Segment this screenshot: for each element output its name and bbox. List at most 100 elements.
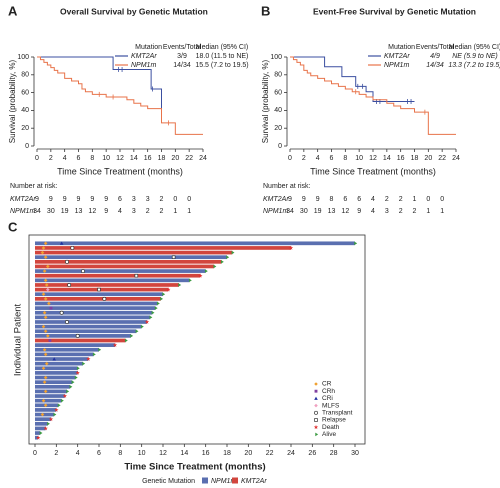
at-risk-count: 13	[75, 208, 83, 215]
bar	[35, 426, 46, 431]
marker	[314, 382, 318, 386]
legend-label: MLFS	[322, 402, 340, 409]
marker	[92, 352, 96, 357]
marker	[42, 347, 47, 352]
x-tick-label: 16	[144, 155, 152, 162]
marker	[53, 412, 57, 417]
at-risk-count: 2	[413, 208, 417, 215]
at-risk-count: 4	[371, 196, 375, 203]
marker	[59, 241, 64, 245]
legend-events: 3/9	[177, 53, 187, 60]
at-risk-count: 9	[316, 196, 320, 203]
at-risk-count: 8	[330, 196, 334, 203]
bar	[35, 283, 179, 287]
chart-title: Event-Free Survival by Genetic Mutation	[313, 6, 476, 16]
bar	[35, 394, 65, 398]
at-risk-count: 3	[385, 208, 389, 215]
at-risk-count: 2	[160, 196, 164, 203]
bar	[35, 361, 83, 366]
marker	[231, 250, 235, 255]
legend-label: Death	[322, 424, 340, 431]
marker	[188, 278, 192, 283]
marker	[98, 347, 102, 352]
marker	[43, 255, 48, 259]
bar	[35, 278, 190, 283]
marker	[134, 273, 139, 278]
bar	[35, 380, 73, 385]
at-risk-count: 3	[132, 196, 136, 203]
marker	[43, 315, 48, 320]
legend-header: Mutation	[135, 44, 162, 51]
bar	[35, 352, 94, 357]
legend-label: Transplant	[322, 410, 353, 417]
bar	[35, 384, 71, 389]
marker	[60, 398, 64, 403]
at-risk-count: 12	[88, 208, 96, 215]
bar	[35, 246, 291, 250]
at-risk-count: 0	[173, 196, 177, 203]
marker	[67, 282, 72, 287]
x-tick-label: 0	[288, 155, 292, 162]
at-risk-count: 0	[440, 196, 444, 203]
at-risk-count: 2	[385, 196, 389, 203]
bar	[35, 273, 201, 278]
at-risk-count: 34	[286, 208, 294, 215]
bar	[35, 324, 142, 329]
marker	[82, 361, 86, 366]
marker	[314, 410, 318, 415]
at-risk-count: 1	[173, 208, 177, 215]
x-tick-label: 10	[138, 450, 146, 457]
at-risk-count: 9	[288, 196, 292, 203]
at-risk-count: 0	[426, 196, 430, 203]
y-tick-label: 80	[21, 72, 29, 79]
marker	[39, 431, 43, 435]
legend-label: Alive	[322, 431, 336, 438]
legend-events: 4/9	[430, 53, 440, 60]
marker	[43, 375, 48, 380]
marker	[74, 375, 78, 380]
bar	[35, 269, 206, 273]
legend-median: NE (5.9 to NE)	[452, 53, 498, 60]
marker	[52, 357, 56, 361]
marker	[112, 342, 118, 348]
marker	[35, 435, 41, 440]
plot-frame	[28, 234, 366, 445]
at-risk-count: 9	[357, 208, 361, 215]
at-risk-count: 2	[399, 208, 403, 215]
y-tick-label: 80	[274, 72, 282, 79]
marker	[70, 245, 75, 250]
marker	[213, 264, 217, 269]
at-risk-count: 1	[440, 208, 444, 215]
marker	[46, 264, 50, 269]
y-tick-label: 100	[270, 54, 282, 61]
panel-label: C	[8, 219, 18, 234]
legend-header: Events/Total	[163, 44, 202, 51]
x-tick-label: 18	[158, 155, 166, 162]
legend-label: KMT2Ar	[384, 53, 410, 60]
y-tick-label: 20	[274, 125, 282, 132]
at-risk-count: 9	[35, 196, 39, 203]
bar	[35, 412, 55, 417]
bar	[35, 315, 151, 320]
marker	[314, 396, 318, 400]
legend-label: CRh	[322, 388, 335, 395]
marker	[171, 255, 176, 259]
x-tick-label: 8	[343, 155, 347, 162]
marker	[47, 422, 50, 426]
legend-header: Mutation	[388, 44, 415, 51]
x-tick-label: 22	[185, 155, 193, 162]
survival-curve	[37, 56, 162, 118]
marker	[75, 333, 80, 338]
bar	[35, 250, 233, 255]
at-risk-count: 34	[33, 208, 41, 215]
at-risk-name: NPM1m	[263, 208, 288, 215]
marker	[314, 389, 318, 393]
at-risk-count: 6	[357, 196, 361, 203]
y-tick-label: 100	[17, 54, 29, 61]
y-axis-label: Survival (probability, %)	[8, 59, 17, 143]
marker	[140, 324, 144, 329]
bar	[35, 241, 355, 246]
at-risk-name: NPM1m	[10, 208, 35, 215]
x-axis-label: Time Since Treatment (months)	[57, 166, 183, 176]
at-risk-count: 6	[343, 196, 347, 203]
